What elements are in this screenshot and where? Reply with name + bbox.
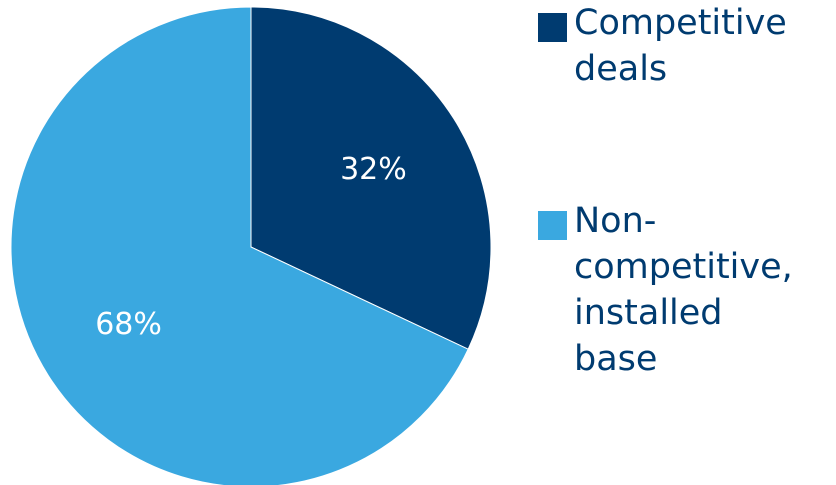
slice-competitive-deals xyxy=(250,6,492,350)
legend-swatch-non-competitive-installed-base xyxy=(538,211,567,240)
data-label-competitive-deals: 32% xyxy=(340,152,407,187)
data-label-non-competitive-installed-base: 68% xyxy=(95,307,162,342)
pie-plot-area: 32% 68% xyxy=(10,6,492,485)
legend-label-non-competitive-installed-base: Non- competitive, installed base xyxy=(574,201,793,379)
legend-label-competitive-deals: Competitive deals xyxy=(574,3,787,89)
slice-non-competitive-installed-base xyxy=(10,6,469,485)
legend-swatch-competitive-deals xyxy=(538,13,567,42)
